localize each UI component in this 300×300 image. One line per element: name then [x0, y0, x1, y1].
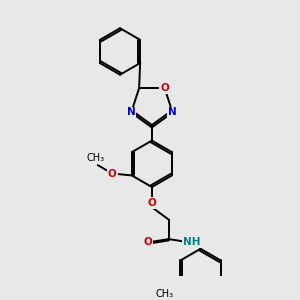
Text: O: O	[148, 198, 156, 208]
Text: O: O	[160, 83, 169, 93]
Text: N: N	[127, 107, 136, 118]
Text: O: O	[144, 237, 152, 247]
Text: O: O	[108, 169, 117, 178]
Text: CH₃: CH₃	[86, 153, 104, 164]
Text: NH: NH	[183, 237, 201, 247]
Text: CH₃: CH₃	[155, 289, 173, 299]
Text: N: N	[168, 107, 177, 118]
